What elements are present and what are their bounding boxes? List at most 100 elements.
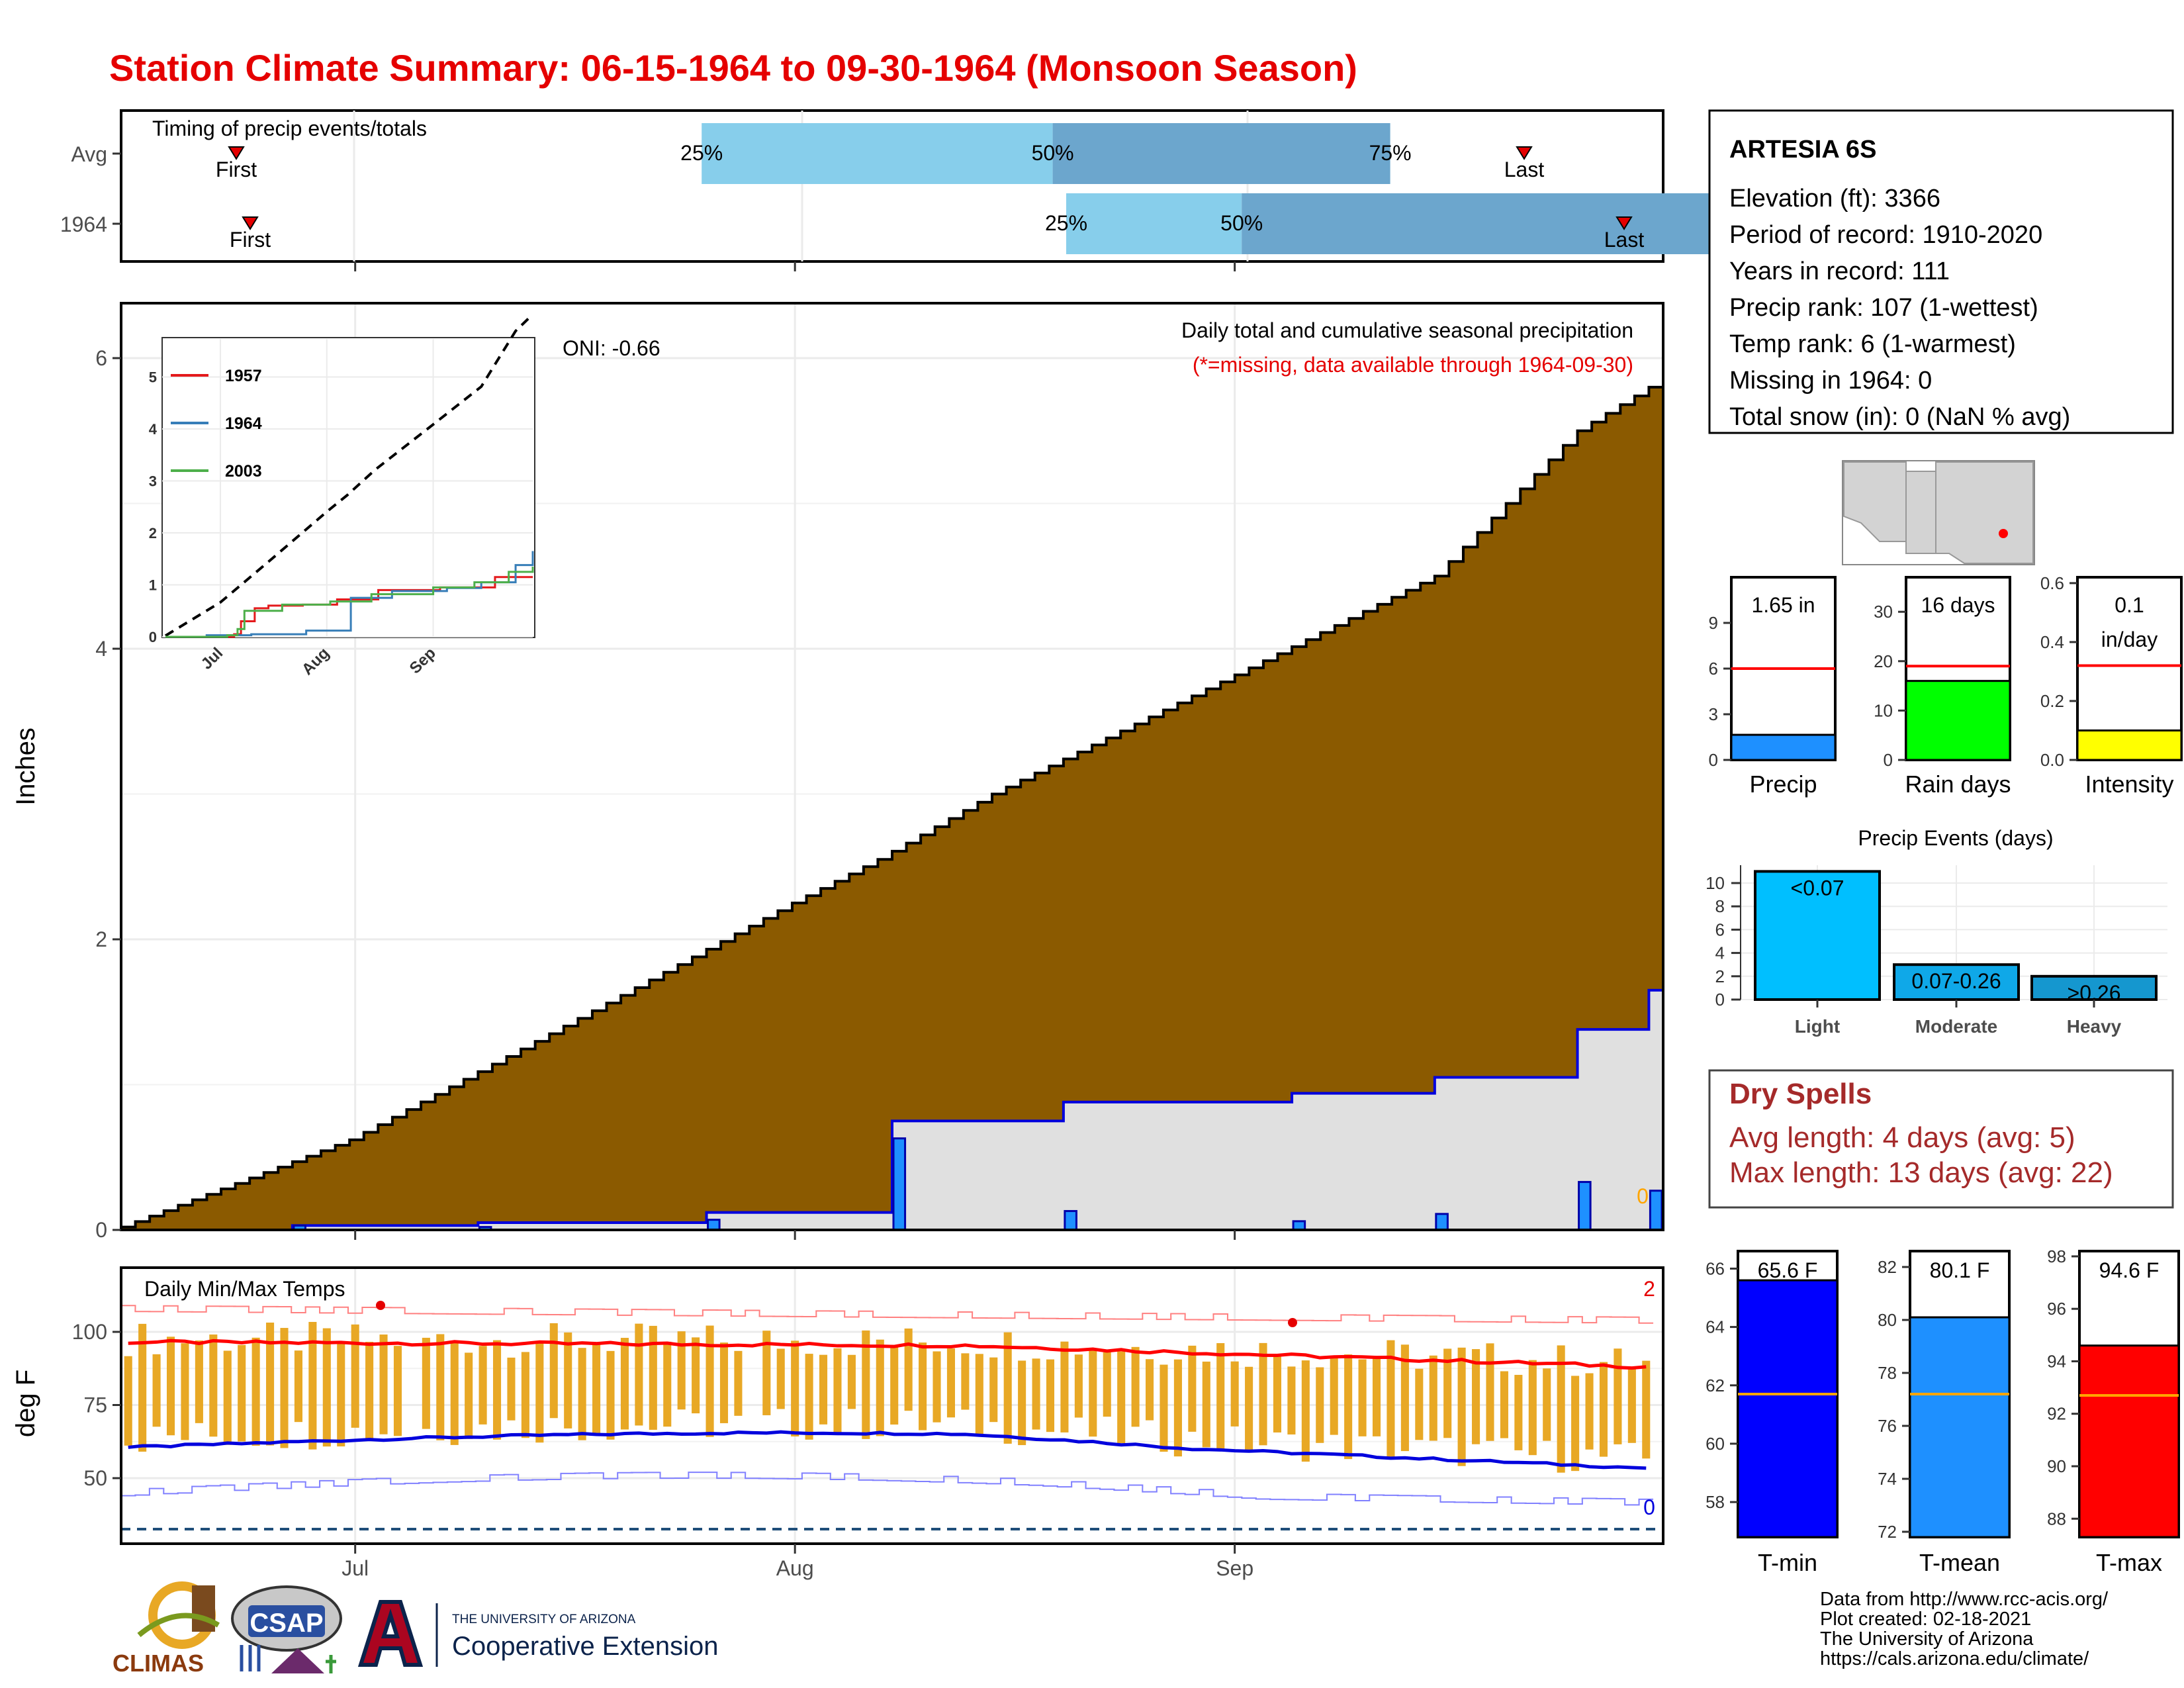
- daily-temp-bar: [422, 1337, 430, 1429]
- temp-summary-ytick-label: 92: [2047, 1404, 2066, 1424]
- station-info-line: Precip rank: 107 (1-wettest): [1729, 294, 2038, 322]
- dry-spells-max: Max length: 13 days (avg: 22): [1729, 1156, 2113, 1189]
- temp-summary-ytick-label: 66: [1706, 1258, 1725, 1278]
- daily-temp-bar: [1018, 1360, 1026, 1446]
- precip-summary-bars: 0 3 6 9 1.65 in Precip 0 10 20 30 16 days Rain days…: [1709, 573, 2183, 798]
- first-event-label: First: [230, 228, 271, 252]
- temp-panel: Daily Min/Max Temps 2 0 50 75 100 deg F Ju…: [11, 1266, 1664, 1580]
- summary-ytick-label: 6: [1709, 659, 1718, 679]
- timing-panel: Timing of precip events/totals 25% 50% 75%…: [60, 109, 1830, 271]
- daily-temp-bar: [1202, 1361, 1210, 1448]
- daily-temp-bar: [1103, 1352, 1111, 1417]
- summary-value-bar: [1905, 680, 2011, 761]
- footer-line: Data from http://www.rcc-acis.org/: [1820, 1589, 2109, 1610]
- daily-temp-bar: [478, 1346, 487, 1425]
- daily-temp-bar: [564, 1332, 572, 1429]
- daily-temp-bar: [195, 1340, 203, 1423]
- dry-spells: Dry Spells Avg length: 4 days (avg: 5) M…: [1708, 1069, 2174, 1209]
- footer: Data from http://www.rcc-acis.org/Plot c…: [1820, 1589, 2109, 1669]
- timing-pct-label: 75%: [1369, 141, 1412, 165]
- temp-ytick-label: 100: [72, 1320, 107, 1344]
- daily-temp-bar: [1032, 1358, 1040, 1430]
- temp-summary-value-label: 80.1 F: [1930, 1258, 1990, 1282]
- daily-temp-bar: [351, 1324, 359, 1428]
- daily-temp-bar: [1160, 1364, 1168, 1452]
- temp-summary-label: T-mean: [1919, 1549, 2000, 1576]
- daily-temp-bar: [762, 1331, 771, 1415]
- precip-events: Precip Events (days) <0.07 Light 0.07-0.26…: [1706, 826, 2167, 1037]
- last-event-marker-icon: [1615, 216, 1633, 230]
- daily-temp-bar: [649, 1325, 657, 1430]
- avg-high-line: [128, 1338, 1647, 1370]
- daily-temp-bar: [1089, 1350, 1097, 1437]
- summary-ytick-label: 9: [1709, 613, 1718, 633]
- station-info-line: Elevation (ft): 3366: [1729, 185, 1940, 212]
- inset-ytick-label: 2: [149, 525, 157, 541]
- csap-logo: CSAP: [231, 1585, 342, 1673]
- daily-temp-bar: [1472, 1349, 1480, 1444]
- dry-spells-avg: Avg length: 4 days (avg: 5): [1729, 1121, 2075, 1154]
- inset-legend-label: 2003: [225, 462, 262, 481]
- daily-temp-bar: [1627, 1368, 1636, 1443]
- station-location-marker: [1999, 529, 2008, 538]
- precip-ytick-label: 0: [95, 1218, 107, 1242]
- daily-precip-bar: [1435, 1213, 1449, 1231]
- temp-title: Daily Min/Max Temps: [144, 1277, 345, 1301]
- daily-temp-bar: [1301, 1360, 1310, 1462]
- daily-temp-bar: [266, 1322, 275, 1446]
- daily-temp-bar: [692, 1337, 700, 1414]
- last-event-marker-icon: [1516, 146, 1533, 160]
- inset-ytick-label: 4: [149, 421, 158, 438]
- timing-pct-label: 50%: [1220, 211, 1263, 235]
- precip-ylabel: Inches: [11, 727, 40, 806]
- daily-temp-bar: [1500, 1371, 1508, 1438]
- temp-summary-bar: [1737, 1279, 1839, 1538]
- summary-value-bar: [2076, 729, 2183, 761]
- daily-temp-bar: [1557, 1345, 1565, 1473]
- temp-summary-bar: [2078, 1344, 2180, 1538]
- ua-block-a-icon: [357, 1600, 424, 1667]
- daily-temp-bar: [1316, 1367, 1324, 1443]
- daily-temp-bar: [592, 1343, 601, 1434]
- first-event-marker-icon: [242, 216, 259, 230]
- temp-summary-ytick-label: 98: [2047, 1246, 2066, 1266]
- daily-temp-bar: [181, 1343, 189, 1440]
- summary-ytick-label: 30: [1874, 602, 1893, 622]
- event-ytick-label: 4: [1715, 943, 1725, 963]
- timing-row-label: Avg: [71, 142, 107, 166]
- temp-summary-value-label: 65.6 F: [1758, 1258, 1818, 1282]
- daily-temp-bar: [450, 1342, 459, 1445]
- daily-temp-bar: [166, 1336, 175, 1436]
- daily-temp-bar: [209, 1334, 218, 1437]
- timing-pct-label: 25%: [680, 141, 723, 165]
- daily-temp-bar: [365, 1342, 374, 1440]
- temp-summary-ytick-label: 60: [1706, 1434, 1725, 1454]
- event-bar-label: <0.07: [1791, 876, 1844, 900]
- daily-temp-bar: [578, 1348, 586, 1440]
- temp-summary-ytick-label: 64: [1706, 1317, 1725, 1337]
- daily-temp-bar: [1614, 1348, 1622, 1444]
- daily-precip-bar: [707, 1219, 721, 1231]
- temp-ytick-label: 50: [83, 1466, 107, 1490]
- summary-ytick-label: 0.4: [2040, 632, 2064, 652]
- summary-bar-label: Rain days: [1905, 771, 2011, 798]
- precip-missing-note: (*=missing, data available through 1964-…: [1193, 353, 1633, 377]
- daily-temp-bar: [223, 1350, 232, 1445]
- temp-summary-ytick-label: 96: [2047, 1299, 2066, 1319]
- events-title: Precip Events (days): [1858, 826, 2053, 850]
- daily-temp-bar: [975, 1354, 983, 1436]
- daily-temp-bar: [606, 1350, 615, 1440]
- avg-cumulative-area: [120, 385, 1664, 1231]
- daily-precip-bar: [1064, 1209, 1077, 1231]
- daily-temp-bar: [535, 1342, 544, 1443]
- daily-temp-bar: [791, 1340, 799, 1436]
- temp-ytick-label: 75: [83, 1393, 107, 1417]
- daily-temp-bar: [1400, 1344, 1409, 1452]
- timing-label: Timing of precip events/totals: [152, 117, 427, 140]
- summary-value-label: in/day: [2101, 628, 2158, 651]
- daily-temp-bar: [124, 1356, 132, 1446]
- daily-temp-bar: [138, 1323, 147, 1452]
- summary-ytick-label: 3: [1709, 704, 1718, 724]
- station-name: ARTESIA 6S: [1729, 136, 1876, 164]
- temp-summary-ytick-label: 80: [1878, 1310, 1897, 1330]
